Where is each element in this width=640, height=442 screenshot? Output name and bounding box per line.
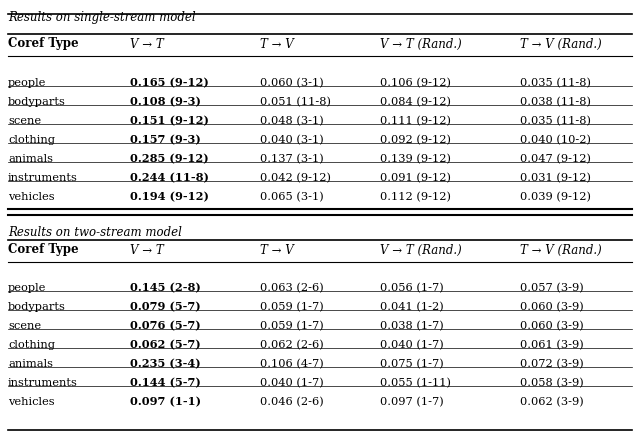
Text: bodyparts: bodyparts: [8, 97, 66, 107]
Text: 0.145 (2-8): 0.145 (2-8): [130, 282, 201, 293]
Text: V → T (Rand.): V → T (Rand.): [380, 38, 461, 50]
Text: 0.047 (9-12): 0.047 (9-12): [520, 154, 591, 164]
Text: 0.084 (9-12): 0.084 (9-12): [380, 97, 451, 107]
Text: Results on single-stream model: Results on single-stream model: [8, 11, 196, 23]
Text: 0.057 (3-9): 0.057 (3-9): [520, 283, 584, 293]
Text: instruments: instruments: [8, 378, 78, 388]
Text: 0.062 (3-9): 0.062 (3-9): [520, 397, 584, 407]
Text: 0.038 (11-8): 0.038 (11-8): [520, 97, 591, 107]
Text: 0.137 (3-1): 0.137 (3-1): [260, 154, 324, 164]
Text: 0.031 (9-12): 0.031 (9-12): [520, 173, 591, 183]
Text: 0.235 (3-4): 0.235 (3-4): [130, 358, 201, 370]
Text: 0.040 (3-1): 0.040 (3-1): [260, 135, 324, 145]
Text: T → V (Rand.): T → V (Rand.): [520, 38, 602, 50]
Text: scene: scene: [8, 116, 41, 126]
Text: 0.112 (9-12): 0.112 (9-12): [380, 192, 451, 202]
Text: T → V: T → V: [260, 244, 294, 256]
Text: 0.097 (1-1): 0.097 (1-1): [130, 396, 201, 408]
Text: 0.059 (1-7): 0.059 (1-7): [260, 321, 324, 331]
Text: instruments: instruments: [8, 173, 78, 183]
Text: 0.035 (11-8): 0.035 (11-8): [520, 116, 591, 126]
Text: 0.059 (1-7): 0.059 (1-7): [260, 302, 324, 312]
Text: 0.108 (9-3): 0.108 (9-3): [130, 96, 201, 107]
Text: 0.285 (9-12): 0.285 (9-12): [130, 153, 209, 164]
Text: 0.060 (3-9): 0.060 (3-9): [520, 302, 584, 312]
Text: 0.079 (5-7): 0.079 (5-7): [130, 301, 201, 312]
Text: 0.061 (3-9): 0.061 (3-9): [520, 340, 584, 350]
Text: 0.139 (9-12): 0.139 (9-12): [380, 154, 451, 164]
Text: 0.063 (2-6): 0.063 (2-6): [260, 283, 324, 293]
Text: V → T (Rand.): V → T (Rand.): [380, 244, 461, 256]
Text: 0.040 (1-7): 0.040 (1-7): [260, 378, 324, 388]
Text: 0.038 (1-7): 0.038 (1-7): [380, 321, 444, 331]
Text: T → V (Rand.): T → V (Rand.): [520, 244, 602, 256]
Text: 0.075 (1-7): 0.075 (1-7): [380, 359, 444, 369]
Text: T → V: T → V: [260, 38, 294, 50]
Text: 0.091 (9-12): 0.091 (9-12): [380, 173, 451, 183]
Text: clothing: clothing: [8, 340, 55, 350]
Text: Results on two-stream model: Results on two-stream model: [8, 226, 182, 240]
Text: vehicles: vehicles: [8, 397, 54, 407]
Text: 0.060 (3-9): 0.060 (3-9): [520, 321, 584, 331]
Text: 0.048 (3-1): 0.048 (3-1): [260, 116, 324, 126]
Text: people: people: [8, 78, 46, 88]
Text: 0.040 (10-2): 0.040 (10-2): [520, 135, 591, 145]
Text: 0.058 (3-9): 0.058 (3-9): [520, 378, 584, 388]
Text: clothing: clothing: [8, 135, 55, 145]
Text: V → T: V → T: [130, 244, 164, 256]
Text: 0.111 (9-12): 0.111 (9-12): [380, 116, 451, 126]
Text: 0.065 (3-1): 0.065 (3-1): [260, 192, 324, 202]
Text: people: people: [8, 283, 46, 293]
Text: 0.194 (9-12): 0.194 (9-12): [130, 191, 209, 202]
Text: 0.042 (9-12): 0.042 (9-12): [260, 173, 331, 183]
Text: 0.055 (1-11): 0.055 (1-11): [380, 378, 451, 388]
Text: scene: scene: [8, 321, 41, 331]
Text: 0.106 (9-12): 0.106 (9-12): [380, 78, 451, 88]
Text: 0.041 (1-2): 0.041 (1-2): [380, 302, 444, 312]
Text: 0.244 (11-8): 0.244 (11-8): [130, 172, 209, 183]
Text: V → T: V → T: [130, 38, 164, 50]
Text: 0.060 (3-1): 0.060 (3-1): [260, 78, 324, 88]
Text: Coref Type: Coref Type: [8, 38, 79, 50]
Text: 0.165 (9-12): 0.165 (9-12): [130, 77, 209, 88]
Text: 0.039 (9-12): 0.039 (9-12): [520, 192, 591, 202]
Text: 0.046 (2-6): 0.046 (2-6): [260, 397, 324, 407]
Text: 0.056 (1-7): 0.056 (1-7): [380, 283, 444, 293]
Text: 0.097 (1-7): 0.097 (1-7): [380, 397, 444, 407]
Text: 0.157 (9-3): 0.157 (9-3): [130, 134, 201, 145]
Text: 0.051 (11-8): 0.051 (11-8): [260, 97, 331, 107]
Text: animals: animals: [8, 154, 53, 164]
Text: 0.040 (1-7): 0.040 (1-7): [380, 340, 444, 350]
Text: bodyparts: bodyparts: [8, 302, 66, 312]
Text: 0.151 (9-12): 0.151 (9-12): [130, 115, 209, 126]
Text: 0.072 (3-9): 0.072 (3-9): [520, 359, 584, 369]
Text: Coref Type: Coref Type: [8, 244, 79, 256]
Text: vehicles: vehicles: [8, 192, 54, 202]
Text: 0.062 (2-6): 0.062 (2-6): [260, 340, 324, 350]
Text: 0.035 (11-8): 0.035 (11-8): [520, 78, 591, 88]
Text: 0.062 (5-7): 0.062 (5-7): [130, 339, 201, 351]
Text: 0.092 (9-12): 0.092 (9-12): [380, 135, 451, 145]
Text: animals: animals: [8, 359, 53, 369]
Text: 0.106 (4-7): 0.106 (4-7): [260, 359, 324, 369]
Text: 0.144 (5-7): 0.144 (5-7): [130, 377, 201, 389]
Text: 0.076 (5-7): 0.076 (5-7): [130, 320, 201, 332]
